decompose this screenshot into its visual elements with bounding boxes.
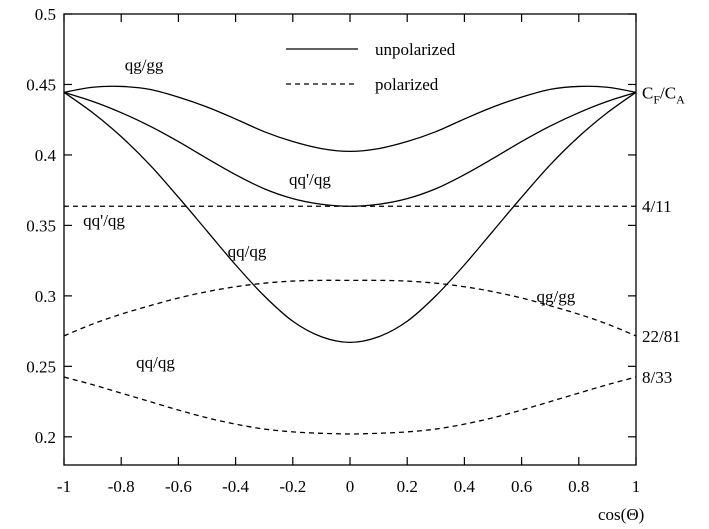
right-label-cf-ca: CF/CA	[642, 83, 685, 106]
x-tick-label: -0.4	[222, 477, 249, 496]
right-labels: CF/CA 4/11 22/81 8/33	[642, 83, 685, 387]
curve-annotation-4: qg/gg	[537, 287, 576, 306]
y-tick-label: 0.25	[26, 357, 56, 376]
y-tick-label: 0.5	[35, 5, 56, 24]
x-axis-label: cos(Θ)	[598, 505, 644, 524]
curve-annotation-3: qq/qg	[228, 242, 267, 261]
y-tick-label: 0.35	[26, 216, 56, 235]
y-tick-label: 0.4	[35, 146, 57, 165]
plot-frame	[63, 13, 637, 466]
x-tick-label: 0	[346, 477, 355, 496]
x-tick-label: 1	[632, 477, 641, 496]
right-label-sub-a: A	[676, 92, 685, 106]
x-tick-label: -1	[57, 477, 71, 496]
x-tick-label: 0.4	[454, 477, 476, 496]
right-label-22-81: 22/81	[642, 327, 681, 346]
right-label-8-33: 8/33	[642, 368, 672, 387]
x-tick-label: -0.6	[165, 477, 192, 496]
x-tick-label: -0.8	[108, 477, 135, 496]
right-label-sub-f: F	[653, 92, 660, 106]
legend-label-polarized: polarized	[375, 75, 439, 94]
right-label-slash: /	[660, 83, 665, 102]
right-label-c1: C	[642, 83, 653, 102]
curve-annotation-0: qg/gg	[125, 56, 164, 75]
x-tick-label: 0.6	[511, 477, 532, 496]
annotation-layer: qg/gg qq'/qg qq'/qg qq/qg qg/gg qq/qg	[83, 56, 576, 372]
curve-annotation-1: qq'/qg	[289, 170, 331, 189]
x-tick-label: 0.2	[397, 477, 418, 496]
right-label-4-11: 4/11	[642, 197, 672, 216]
curve-annotation-5: qq/qg	[136, 353, 175, 372]
legend-label-unpolarized: unpolarized	[375, 40, 456, 59]
series-line-2-solid	[63, 91, 637, 344]
x-tick-label: -0.2	[279, 477, 306, 496]
series-line-4-dashed	[63, 279, 637, 337]
right-label-c2: C	[665, 83, 676, 102]
x-tick-label: 0.8	[568, 477, 589, 496]
series-line-0-solid	[63, 85, 637, 153]
ticks-layer: -1 -0.8 -0.6 -0.4 -0.2 0 0.2 0.4 0.6 0.8 1 0.2 0.25 0…	[26, 5, 640, 496]
curve-annotation-2: qq'/qg	[83, 211, 125, 230]
y-tick-label: 0.45	[26, 75, 56, 94]
series-line-5-dashed	[63, 376, 637, 435]
series-layer	[63, 85, 637, 435]
series-line-1-solid	[63, 91, 637, 207]
y-tick-label: 0.3	[35, 287, 56, 306]
y-tick-label: 0.2	[35, 428, 56, 447]
legend: unpolarized polarized	[286, 40, 456, 94]
